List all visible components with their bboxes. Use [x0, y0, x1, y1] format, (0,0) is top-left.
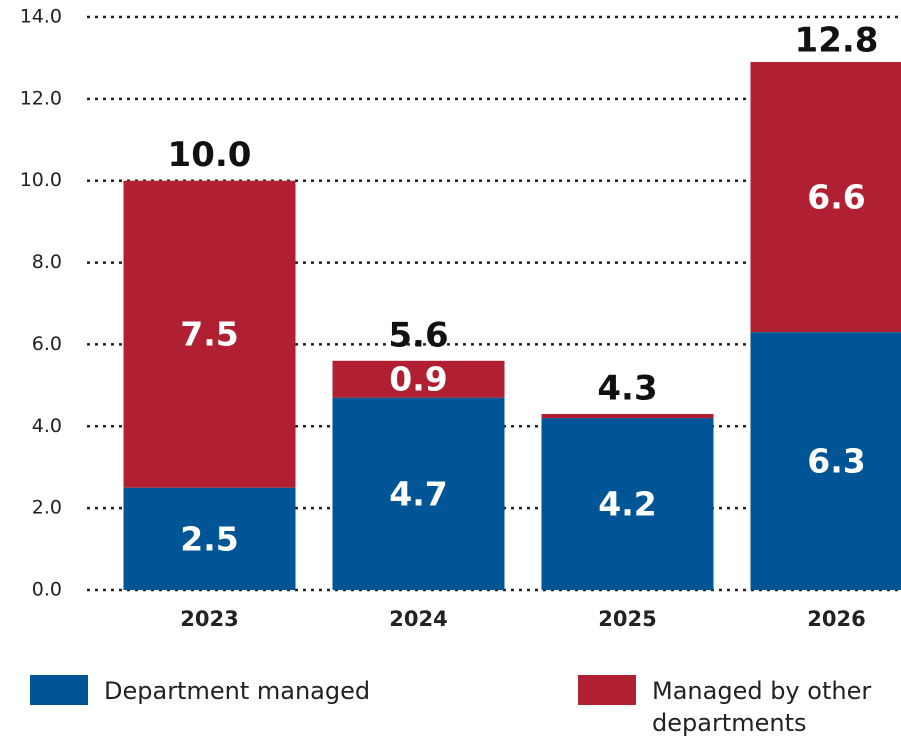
- bar-segment: [123, 180, 296, 488]
- bar-segment: [541, 418, 714, 590]
- total-label: 10.0: [168, 135, 252, 175]
- total-label: 4.3: [597, 369, 657, 409]
- y-tick-label: 2.0: [32, 497, 62, 519]
- bar-segment: [750, 62, 901, 333]
- x-tick-label: 2025: [598, 607, 656, 631]
- y-tick-label: 6.0: [32, 333, 62, 355]
- segment-label: 6.3: [807, 442, 865, 481]
- y-tick-label: 8.0: [32, 251, 62, 273]
- bar-segment: [541, 414, 714, 419]
- total-label: 12.8: [795, 21, 879, 61]
- legend-item: Department managed: [30, 675, 450, 707]
- segment-label: 2.5: [180, 519, 238, 558]
- bar-segment: [750, 332, 901, 590]
- legend-swatch: [578, 675, 636, 705]
- bar-segment: [332, 360, 505, 398]
- segment-label: 7.5: [180, 315, 238, 354]
- bar-segment: [332, 397, 505, 590]
- legend-label: Managed by other departments: [652, 677, 872, 737]
- x-tick-label: 2026: [807, 607, 865, 631]
- x-tick-label: 2023: [180, 607, 238, 631]
- total-label: 5.6: [388, 315, 448, 355]
- legend-label: Department managed: [104, 677, 371, 705]
- y-tick-label: 12.0: [20, 87, 62, 109]
- y-tick-label: 10.0: [20, 169, 62, 191]
- y-tick-label: 14.0: [20, 6, 62, 28]
- segment-label: 4.7: [389, 474, 447, 513]
- y-tick-label: 4.0: [32, 415, 62, 437]
- segment-label: 0.9: [389, 360, 447, 399]
- bar-segment: [123, 487, 296, 590]
- x-tick-label: 2024: [389, 607, 447, 631]
- legend-item: Managed by other departments: [578, 675, 898, 739]
- segment-label: 4.2: [598, 485, 656, 524]
- y-tick-label: 0.0: [32, 579, 62, 601]
- chart: 0.0 2.0 4.0 6.0 8.0 10.0 12.0 14.0 2.5 7.5 10.0 202…: [20, 6, 901, 631]
- segment-label: 6.6: [807, 178, 865, 217]
- legend-swatch: [30, 675, 88, 705]
